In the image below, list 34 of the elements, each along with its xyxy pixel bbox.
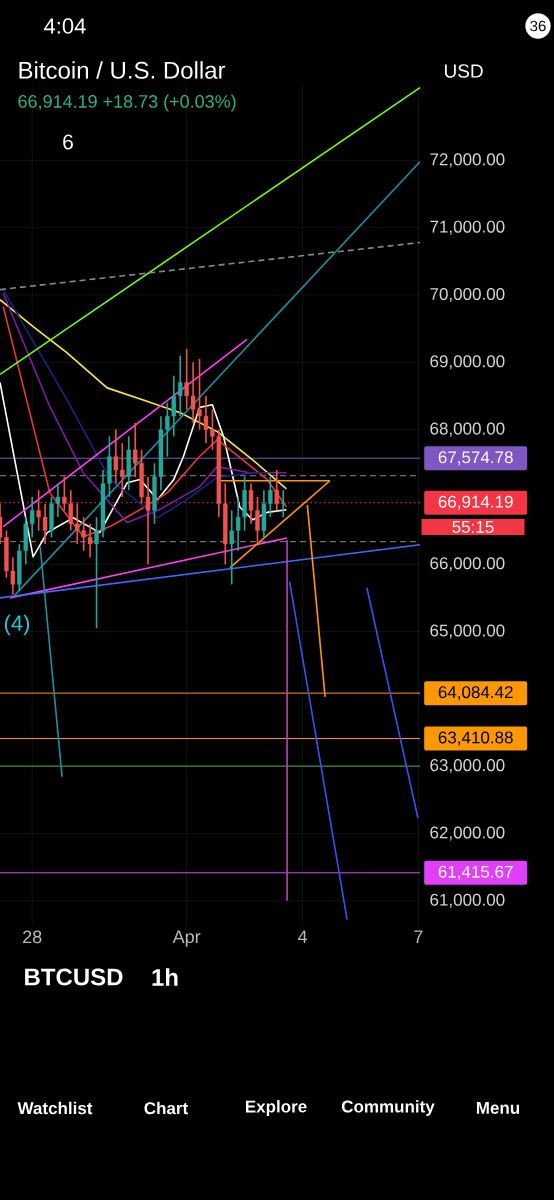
text: 55:15 [452,521,494,533]
ref-line-label: 64,084.42 [438,686,513,701]
y-tick-label: 70,000.00 [430,287,505,303]
x-tick-label: 7 [414,930,423,943]
y-tick-label: 71,000.00 [430,220,505,235]
text: Menu [476,1102,520,1114]
ref-line-label: 67,574.78 [438,451,513,466]
y-tick-label: 72,000.00 [430,153,505,168]
x-tick-label: 4 [297,930,308,943]
text: 4:04 [44,18,86,34]
y-tick-label: 69,000.00 [430,355,505,370]
text: Community [341,1100,435,1116]
text: Watchlist [17,1101,93,1115]
y-tick-label: 63,000.00 [430,759,505,774]
y-tick-label: 65,000.00 [430,624,505,639]
text: 36 [530,20,546,32]
y-tick-label: 66,000.00 [430,557,505,572]
text: 1h [152,968,178,986]
text: BTCUSD [25,968,123,986]
text: USD [444,64,483,78]
ref-line-label: 61,415.67 [438,865,513,880]
y-tick-label: 61,000.00 [430,893,505,908]
annotation: (4) [4,614,30,636]
text: Chart [144,1101,188,1115]
ref-line-label: 66,914.19 [438,495,513,510]
annotation: 6 [63,134,73,150]
ref-line-label: 63,410.88 [438,731,513,746]
y-tick-label: 62,000.00 [430,826,505,841]
x-tick-label: Apr [172,930,201,947]
chart-title: Bitcoin / U.S. Dollar [19,61,226,79]
y-tick-label: 68,000.00 [430,422,505,437]
text: Explore [245,1100,307,1116]
x-tick-label: 28 [23,930,42,944]
text: 66,914.19 +18.73 (+0.03%) [18,94,236,112]
